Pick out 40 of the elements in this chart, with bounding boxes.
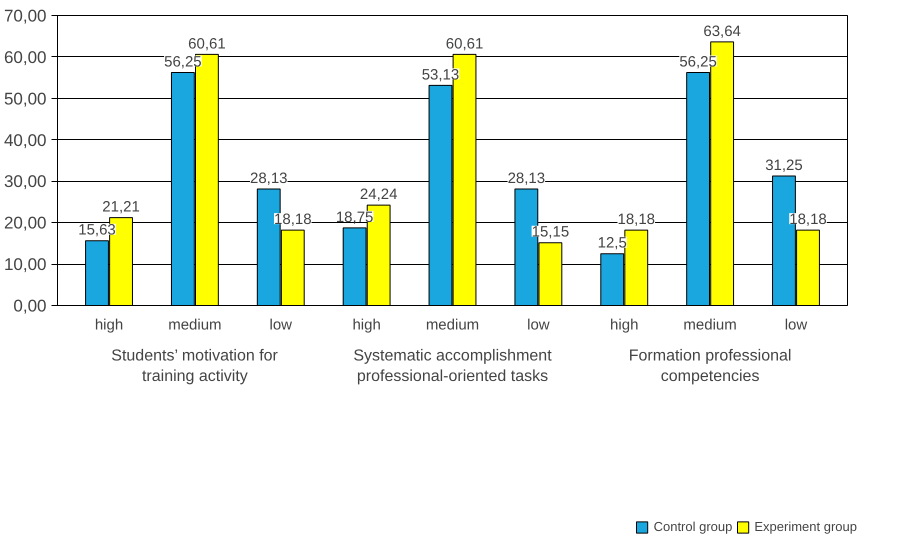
x-tick-label: high bbox=[94, 316, 124, 334]
y-tick-label: 50,00 bbox=[4, 89, 47, 108]
text: Systematic accomplishment professional-oriented tasks bbox=[353, 348, 552, 385]
text: Formation professional competencies bbox=[628, 348, 792, 385]
y-tick-label: 70,00 bbox=[4, 6, 47, 26]
legend-label: Experiment group bbox=[754, 519, 857, 534]
data-label: 60,61 bbox=[446, 35, 484, 52]
y-tick-label: 60,00 bbox=[4, 48, 47, 67]
data-label: 53,13 bbox=[422, 66, 460, 84]
x-tick-label: low bbox=[270, 316, 292, 334]
x-tick-label: high bbox=[610, 316, 638, 334]
data-label: 28,13 bbox=[250, 170, 288, 187]
data-label: 15,15 bbox=[532, 224, 570, 241]
data-label: 15,63 bbox=[78, 222, 116, 239]
y-tick-label: 40,00 bbox=[4, 130, 47, 150]
text: Students’ motivation for training activity bbox=[111, 348, 279, 385]
y-tick-label: 20,00 bbox=[4, 214, 47, 233]
data-label: 18,18 bbox=[789, 211, 827, 228]
y-tick-label: 0,00 bbox=[13, 296, 47, 316]
x-tick-label: high bbox=[352, 316, 381, 334]
y-tick-label: 10,00 bbox=[4, 255, 47, 274]
data-label: 31,25 bbox=[765, 157, 803, 174]
x-tick-label: medium bbox=[683, 316, 737, 334]
data-label: 28,13 bbox=[508, 170, 546, 187]
x-tick-label: low bbox=[784, 316, 808, 334]
data-label: 18,18 bbox=[274, 211, 312, 228]
data-label: 12,5 bbox=[598, 234, 627, 252]
data-label: 60,61 bbox=[188, 35, 226, 52]
data-label: 18,18 bbox=[617, 211, 656, 228]
x-tick-label: medium bbox=[168, 316, 222, 334]
data-label: 21,21 bbox=[102, 198, 140, 216]
data-label: 24,24 bbox=[360, 186, 398, 204]
legend-label: Control group bbox=[654, 519, 732, 534]
y-tick-label: 30,00 bbox=[4, 172, 47, 192]
x-tick-label: low bbox=[527, 316, 550, 334]
data-label: 18,75 bbox=[336, 208, 374, 226]
data-label: 56,25 bbox=[679, 53, 717, 70]
data-label: 56,25 bbox=[164, 53, 202, 70]
x-tick-label: medium bbox=[426, 316, 480, 334]
data-label: 63,64 bbox=[703, 22, 741, 40]
